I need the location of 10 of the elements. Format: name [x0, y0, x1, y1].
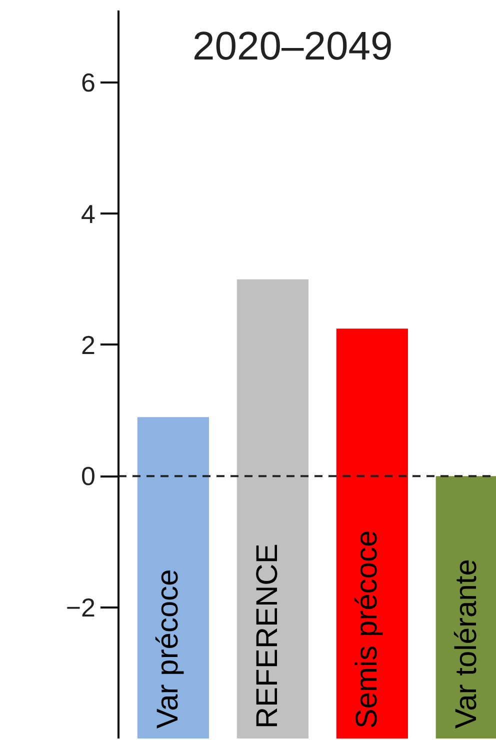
y-tick-label: 4: [81, 198, 96, 229]
y-tick-label: 6: [81, 68, 96, 98]
y-tick-label: 0: [81, 461, 96, 492]
y-tick-label: 2: [81, 330, 96, 360]
x-tick-label: REFERENCE: [251, 544, 284, 729]
chart-title: 2020–2049: [192, 24, 393, 69]
y-tick-label: −2: [66, 592, 96, 622]
x-tick-label: Var tolérante: [450, 559, 484, 729]
x-tick-label: Var précoce: [152, 569, 185, 729]
x-tick-label: Semis précoce: [350, 530, 384, 729]
